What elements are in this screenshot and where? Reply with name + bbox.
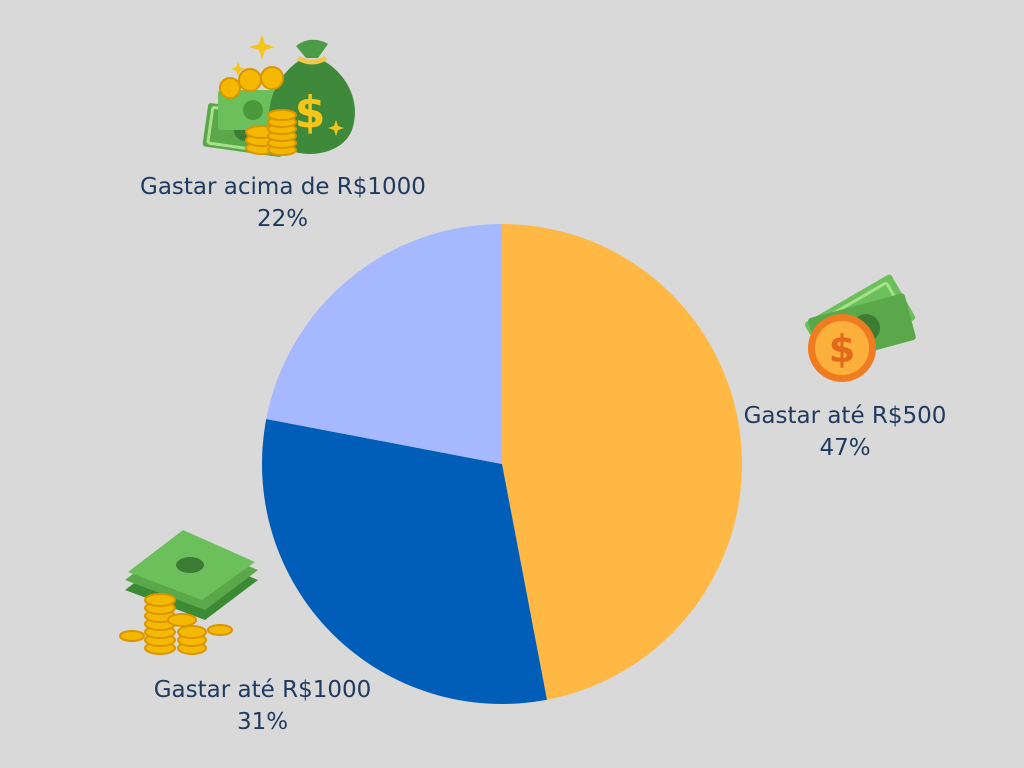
pie-slices: [261, 224, 743, 705]
slice-label-percent: 22%: [256, 206, 309, 232]
money-bag-with-coins-icon: $: [202, 34, 355, 157]
slice-label-gastar-acima-1000: Gastar acima de R$1000 22%: [140, 171, 426, 235]
slice-label-name: Gastar até R$1000: [153, 677, 372, 703]
cash-stack-with-coins-icon: [119, 530, 258, 655]
cash-with-coin-icon: $: [804, 274, 916, 382]
slice-label-percent: 31%: [236, 709, 289, 735]
pie-slice-0: [502, 224, 743, 700]
slice-label-gastar-ate-500: Gastar até R$500 47%: [740, 400, 950, 464]
svg-text:$: $: [295, 87, 326, 138]
pie-slice-1: [261, 419, 547, 705]
slice-label-name: Gastar até R$500: [743, 403, 947, 429]
svg-text:$: $: [829, 327, 855, 371]
slice-label-name: Gastar acima de R$1000: [140, 174, 426, 200]
slice-label-percent: 47%: [819, 435, 871, 461]
slice-label-gastar-ate-1000: Gastar até R$1000 31%: [145, 674, 380, 738]
pie-slice-2: [266, 224, 502, 464]
